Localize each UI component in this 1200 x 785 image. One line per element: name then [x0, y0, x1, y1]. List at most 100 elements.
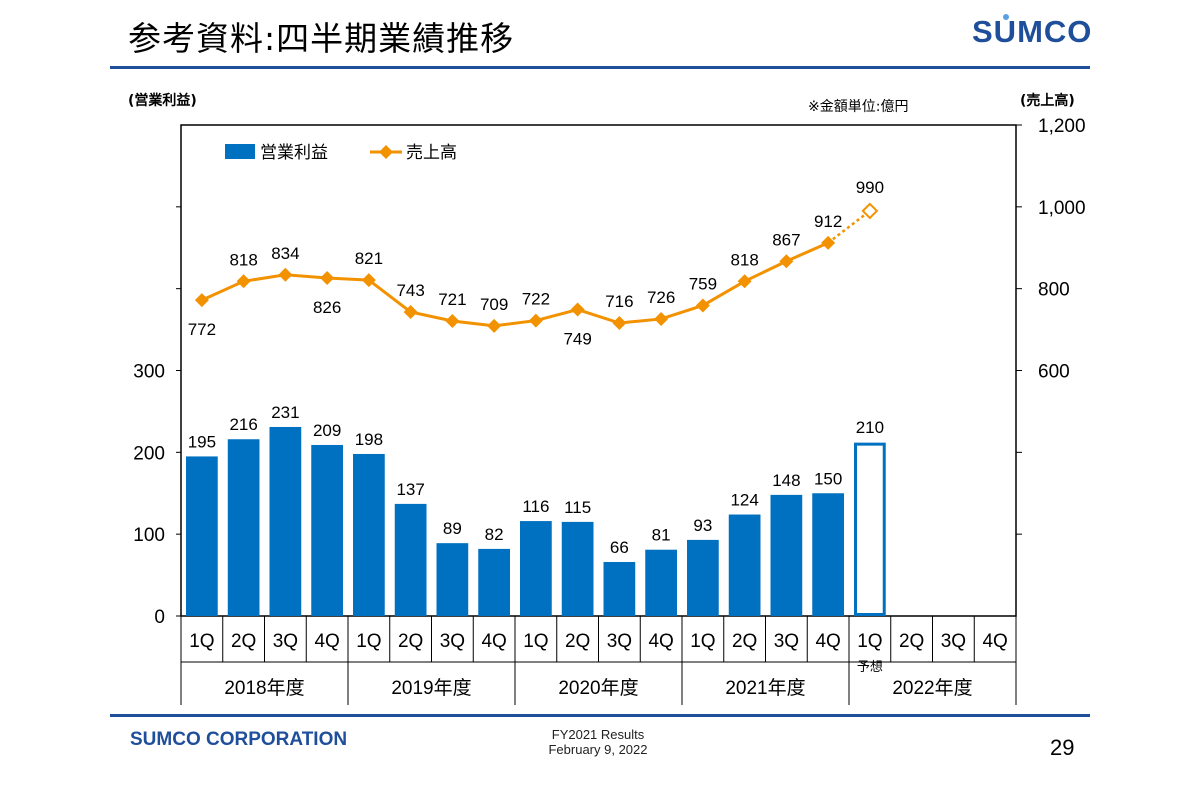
quarter-label: 2Q	[231, 631, 256, 652]
bar-operating-income	[687, 539, 719, 616]
line-forecast-segment	[827, 209, 871, 244]
fiscal-year-label: 2019年度	[391, 677, 471, 699]
footer-line1: FY2021 Results	[551, 727, 645, 742]
quarter-label: 2Q	[732, 631, 757, 652]
line-marker	[320, 271, 335, 286]
footer-divider	[110, 714, 1090, 717]
line-marker	[737, 274, 752, 289]
legend-bar-label: 営業利益	[260, 143, 328, 162]
bar-forecast-label: 210	[856, 418, 884, 437]
bar-data-label: 115	[564, 498, 591, 517]
bar-operating-income	[728, 514, 761, 616]
line-data-label: 912	[814, 212, 842, 231]
bar-forecast	[854, 442, 886, 616]
left-axis-tick-label: 200	[133, 443, 165, 464]
quarter-label: 3Q	[607, 631, 632, 652]
line-marker	[528, 313, 543, 328]
bar-data-label: 231	[271, 403, 299, 422]
bar-operating-income	[311, 444, 343, 616]
fiscal-year-label: 2020年度	[558, 677, 638, 699]
quarter-label: 4Q	[481, 631, 506, 652]
quarter-label: 2Q	[398, 631, 423, 652]
bar-data-label: 198	[355, 430, 383, 449]
line-marker	[194, 293, 209, 308]
plot-frame	[180, 124, 1017, 617]
unit-note: ※金額単位:億円	[808, 99, 909, 115]
forecast-note: 予想	[857, 659, 883, 674]
quarter-label: 4Q	[982, 631, 1007, 652]
bar-data-label: 209	[313, 421, 341, 440]
quarter-label: 1Q	[690, 631, 715, 652]
quarter-label: 3Q	[941, 631, 966, 652]
bar-data-label: 137	[396, 480, 424, 499]
bar-operating-income	[603, 561, 636, 616]
header-divider	[110, 66, 1090, 69]
quarter-label: 3Q	[273, 631, 298, 652]
line-marker	[695, 298, 710, 313]
line-data-label: 721	[438, 290, 466, 309]
page-number: 29	[1050, 735, 1075, 760]
line-marker	[779, 254, 794, 269]
bar-operating-income	[478, 548, 510, 616]
line-forecast-marker	[861, 202, 879, 220]
bar-data-label: 89	[443, 519, 462, 538]
right-axis-tick-label: 800	[1038, 280, 1070, 301]
quarter-label: 4Q	[815, 631, 840, 652]
bar-data-label: 195	[188, 432, 216, 451]
quarter-label: 1Q	[189, 631, 214, 652]
line-marker	[445, 313, 460, 328]
quarter-label: 4Q	[648, 631, 673, 652]
bar-operating-income	[269, 426, 302, 616]
right-axis-tick-label: 1,000	[1038, 198, 1086, 219]
line-data-label: 772	[188, 320, 216, 339]
bar-operating-income	[436, 543, 469, 616]
line-data-label: 834	[271, 244, 299, 263]
right-axis-tick-label: 1,200	[1038, 116, 1086, 137]
line-marker	[654, 311, 669, 326]
bar-operating-income	[520, 521, 552, 616]
line-marker	[236, 274, 251, 289]
company-logo: SUMCO	[972, 14, 1093, 49]
quarter-label: 3Q	[440, 631, 465, 652]
line-data-label: 821	[355, 249, 383, 268]
line-marker	[361, 273, 376, 288]
fiscal-year-label: 2021年度	[725, 677, 805, 699]
right-axis-title: (売上高)	[1020, 93, 1075, 109]
quarter-label: 2Q	[565, 631, 590, 652]
line-data-label: 722	[522, 290, 550, 309]
quarter-label: 3Q	[774, 631, 799, 652]
line-data-label: 818	[229, 250, 257, 269]
bar-operating-income	[186, 456, 218, 616]
left-axis-title: (営業利益)	[128, 93, 197, 109]
bar-data-label: 124	[730, 491, 758, 510]
bar-data-label: 116	[522, 497, 549, 516]
line-data-label: 726	[647, 288, 675, 307]
bar-operating-income	[812, 493, 844, 616]
line-data-label: 759	[689, 274, 717, 293]
bar-operating-income	[561, 521, 594, 616]
line-data-label: 749	[563, 330, 591, 349]
bar-operating-income	[394, 503, 427, 616]
fiscal-year-label: 2022年度	[892, 677, 972, 699]
bar-data-label: 81	[652, 526, 671, 545]
line-forecast-label: 990	[856, 178, 884, 197]
bar-data-label: 150	[814, 469, 842, 488]
bar-operating-income	[645, 549, 677, 616]
left-axis-tick-label: 0	[154, 607, 165, 628]
left-axis-tick-label: 100	[133, 525, 165, 546]
bar-data-label: 93	[693, 516, 712, 535]
bar-data-label: 148	[772, 471, 800, 490]
line-marker	[570, 302, 585, 317]
page-title: 参考資料:四半期業績推移	[128, 19, 515, 58]
line-data-label: 867	[772, 230, 800, 249]
quarter-label: 4Q	[314, 631, 339, 652]
bar-data-label: 82	[485, 525, 504, 544]
fiscal-year-label: 2018年度	[224, 677, 304, 699]
line-data-label: 826	[313, 298, 341, 317]
bar-data-label: 66	[610, 538, 629, 557]
line-marker	[487, 318, 502, 333]
line-marker	[612, 316, 627, 331]
footer-line2: February 9, 2022	[548, 742, 648, 757]
line-marker	[278, 267, 293, 282]
